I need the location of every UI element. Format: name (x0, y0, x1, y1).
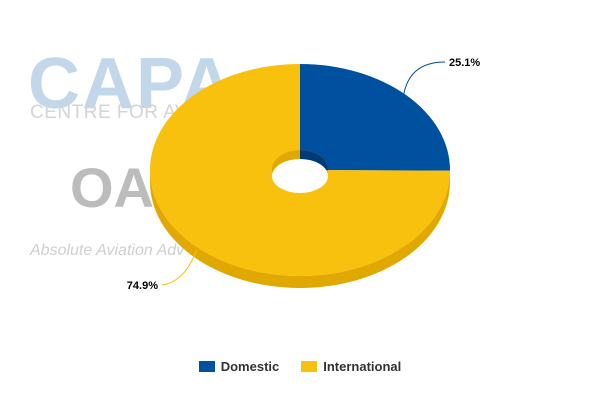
slice-domestic[interactable] (300, 64, 450, 171)
donut-hole (272, 159, 328, 193)
chart-legend: Domestic International (0, 359, 600, 374)
legend-swatch-domestic (199, 361, 215, 372)
legend-item-international[interactable]: International (301, 359, 401, 374)
leader-line-domestic (403, 62, 445, 98)
legend-swatch-international (301, 361, 317, 372)
legend-label-domestic: Domestic (221, 359, 280, 374)
legend-label-international: International (323, 359, 401, 374)
data-label-international: 74.9% (127, 280, 158, 292)
legend-item-domestic[interactable]: Domestic (199, 359, 280, 374)
data-label-domestic: 25.1% (449, 57, 480, 69)
